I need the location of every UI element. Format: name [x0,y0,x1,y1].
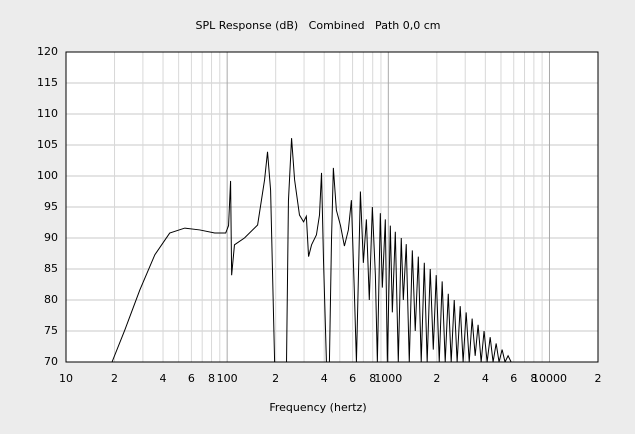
x-tick-label: 10000 [532,372,567,385]
y-tick-label: 70 [44,355,58,368]
x-tick-label: 4 [160,372,167,385]
x-tick-label: 8 [208,372,215,385]
plot-border [65,51,599,363]
x-tick-label: 4 [321,372,328,385]
plot-lines [111,138,512,362]
x-tick-label: 8 [530,372,537,385]
x-tick-label: 6 [349,372,356,385]
x-tick-label: 10 [59,372,73,385]
x-tick-label: 100 [217,372,238,385]
y-tick-label: 90 [44,231,58,244]
x-tick-label: 6 [510,372,517,385]
y-tick-label: 75 [44,324,58,337]
x-tick-label: 2 [433,372,440,385]
x-tick-label: 2 [111,372,118,385]
x-tick-label: 2 [272,372,279,385]
y-tick-label: 120 [37,45,58,58]
x-tick-label: 6 [188,372,195,385]
y-tick-label: 115 [37,76,58,89]
chart-title: SPL Response (dB) Combined Path 0,0 cm [196,19,441,32]
y-tick-label: 95 [44,200,58,213]
x-axis-label: Frequency (hertz) [269,401,366,414]
response-line [111,138,512,362]
y-tick-label: 80 [44,293,58,306]
y-tick-label: 105 [37,138,58,151]
x-tick-label: 4 [482,372,489,385]
x-tick-label: 1000 [374,372,402,385]
grid [65,51,599,363]
y-tick-label: 110 [37,107,58,120]
x-tick-label: 8 [369,372,376,385]
x-tick-label: 2 [595,372,602,385]
y-tick-label: 100 [37,169,58,182]
y-tick-label: 85 [44,262,58,275]
